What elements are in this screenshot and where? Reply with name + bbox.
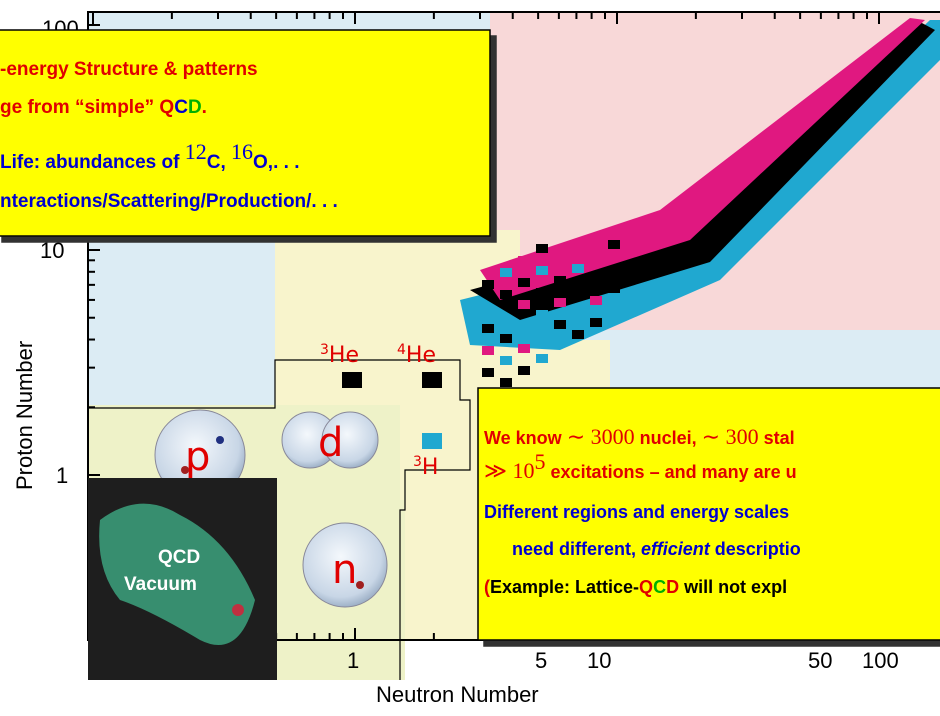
- nuclide: [608, 306, 620, 315]
- slide: 100 10 1 1 5 10 50 100 Neutron Number Pr…: [0, 0, 940, 716]
- nuclide: [572, 330, 584, 339]
- x-tick-label: 1: [347, 648, 359, 673]
- nuclide: [518, 256, 530, 265]
- nuclide: [590, 274, 602, 283]
- nuclide: [554, 298, 566, 307]
- x-tick-label: 5: [535, 648, 547, 673]
- box-line: Different regions and energy scales: [484, 502, 789, 522]
- nuclide: [482, 280, 494, 289]
- he3-mark: [342, 372, 362, 388]
- h3-mark: [422, 433, 442, 449]
- box-line: We know ∼ 3000 nuclei, ∼ 300 stal: [484, 424, 795, 449]
- x-tick-label: 100: [862, 648, 899, 673]
- nuclide: [482, 346, 494, 355]
- box-line: need different, efficient descriptio: [512, 539, 801, 559]
- nuclide: [482, 368, 494, 377]
- box-line: -energy Structure & patterns: [0, 59, 258, 80]
- nuclide: [572, 286, 584, 295]
- nuclide: [518, 278, 530, 287]
- nuclide: [518, 344, 530, 353]
- x-tick-label: 50: [808, 648, 832, 673]
- nuclide: [500, 356, 512, 365]
- nuclide: [518, 366, 530, 375]
- top-box: -energy Structure & patterns ge from “si…: [0, 30, 490, 236]
- nuclide: [500, 290, 512, 299]
- nuclide: [482, 324, 494, 333]
- nuclide: [536, 310, 548, 319]
- nuclide: [590, 318, 602, 327]
- nuclide: [572, 264, 584, 273]
- nuclide: [500, 334, 512, 343]
- y-tick-label: 1: [56, 463, 68, 488]
- nuclide: [608, 284, 620, 293]
- box-line: ge from “simple” QCD.: [0, 97, 207, 118]
- nuclide: [500, 378, 512, 387]
- nuclide: [554, 320, 566, 329]
- box-line: (Example: Lattice-QCD will not expl: [484, 577, 787, 597]
- nuclide: [536, 354, 548, 363]
- vacuum-label: Vacuum: [124, 574, 197, 595]
- neutron-label: n: [332, 547, 357, 593]
- x-tick-label: 10: [587, 648, 611, 673]
- nuclide: [608, 240, 620, 249]
- proton-label: p: [185, 434, 210, 480]
- quark: [216, 436, 224, 444]
- nuclide: [536, 244, 548, 253]
- nuclide: [536, 288, 548, 297]
- vacuum-particle: [232, 604, 244, 616]
- deuteron-label: d: [318, 420, 343, 466]
- vacuum-label: QCD: [158, 547, 200, 568]
- nuclide: [536, 266, 548, 275]
- y-axis-label: Proton Number: [12, 341, 37, 490]
- nuclide: [500, 268, 512, 277]
- y-tick-label: 10: [40, 238, 64, 263]
- bottom-box: We know ∼ 3000 nuclei, ∼ 300 stal ≫ 105 …: [478, 388, 940, 640]
- he4-mark: [422, 372, 442, 388]
- nuclide: [554, 276, 566, 285]
- box-line: nteractions/Scattering/Production/. . .: [0, 191, 338, 212]
- nuclide: [554, 254, 566, 263]
- nuclide: [590, 296, 602, 305]
- nuclide: [572, 308, 584, 317]
- x-axis-label: Neutron Number: [376, 682, 539, 707]
- nuclide: [518, 300, 530, 309]
- qcd-vacuum: QCD Vacuum: [88, 478, 277, 680]
